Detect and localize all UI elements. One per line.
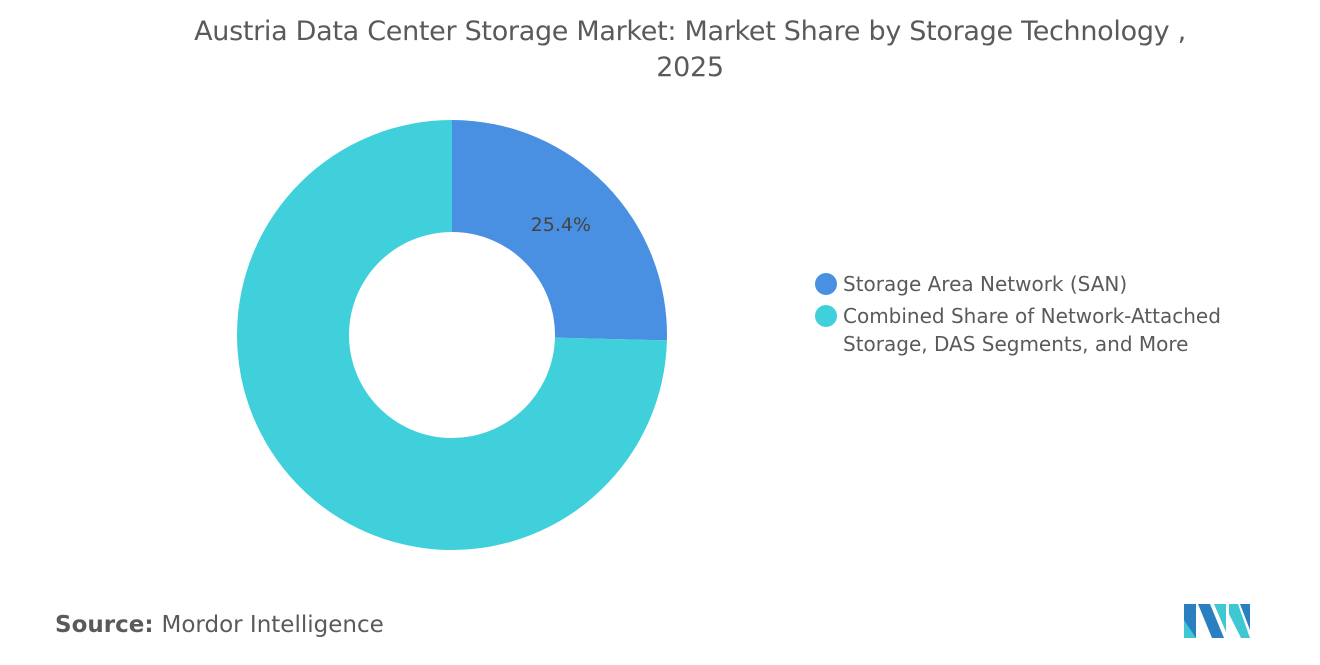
legend-swatch <box>815 305 837 327</box>
source-note: Source: Mordor Intelligence <box>55 612 384 638</box>
legend-label: Storage Area Network (SAN) <box>843 272 1128 296</box>
legend-item-san: Storage Area Network (SAN) <box>815 270 1221 298</box>
mordor-intelligence-logo <box>1184 604 1250 638</box>
legend-label: Combined Share of Network-Attached Stora… <box>843 304 1221 356</box>
data-label: 25.4% <box>531 214 591 236</box>
legend-item-combined: Combined Share of Network-Attached Stora… <box>815 302 1221 358</box>
legend-swatch <box>815 273 837 295</box>
legend: Storage Area Network (SAN) Combined Shar… <box>815 270 1221 362</box>
donut-slice <box>452 120 667 341</box>
donut-slice <box>236 120 667 550</box>
chart-title: Austria Data Center Storage Market: Mark… <box>194 16 1186 83</box>
